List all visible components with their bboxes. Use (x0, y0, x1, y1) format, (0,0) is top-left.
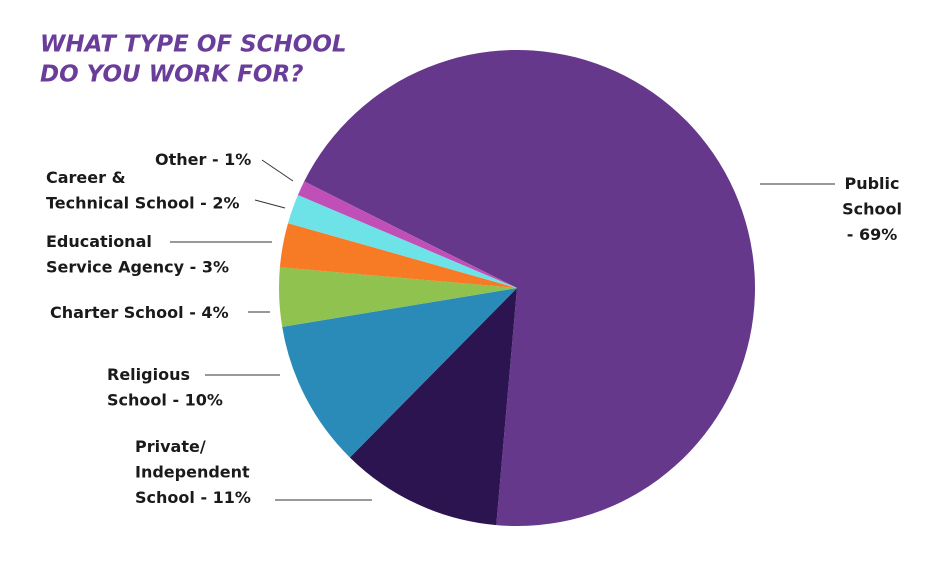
pie-slice (349, 288, 517, 526)
data-label: Private/Independent School - 11% (135, 437, 251, 507)
chart-title: WHAT TYPE OF SCHOOL (40, 32, 347, 58)
pie-slice (279, 223, 517, 288)
leader-line (254, 199, 286, 209)
leader-line (261, 159, 294, 182)
data-label-line: School - 11% (135, 488, 251, 507)
data-label-line: Technical School - 2% (46, 193, 240, 212)
data-label-line: School (842, 199, 902, 218)
data-label-line: Private/ (135, 437, 206, 456)
data-label: Charter School - 4% (50, 303, 229, 322)
data-label: Educational Service Agency - 3% (46, 232, 229, 277)
pie-slice (304, 50, 756, 526)
pie-slice (297, 181, 517, 288)
chart-title: DO YOU WORK FOR? (40, 62, 304, 88)
data-label-line: Career & (46, 168, 126, 187)
data-label-line: - 69% (847, 225, 898, 244)
data-label: Religious School - 10% (107, 365, 223, 410)
data-label-line: Independent (135, 462, 250, 481)
data-label: Public School - 69% (842, 174, 902, 244)
pie-slice (287, 195, 517, 288)
data-label-line: Other - 1% (155, 150, 251, 169)
data-label-line: School - 10% (107, 390, 223, 409)
data-label-line: Religious (107, 365, 190, 384)
data-label-line: Service Agency - 3% (46, 257, 229, 276)
pie-slice (282, 288, 517, 458)
data-label: Career & Technical School - 2% (46, 168, 240, 213)
data-label-line: Public (844, 174, 899, 193)
data-label-line: Charter School - 4% (50, 303, 229, 322)
pie-slice (279, 267, 517, 327)
data-label-line: Educational (46, 232, 152, 251)
data-label: Other - 1% (155, 150, 251, 169)
